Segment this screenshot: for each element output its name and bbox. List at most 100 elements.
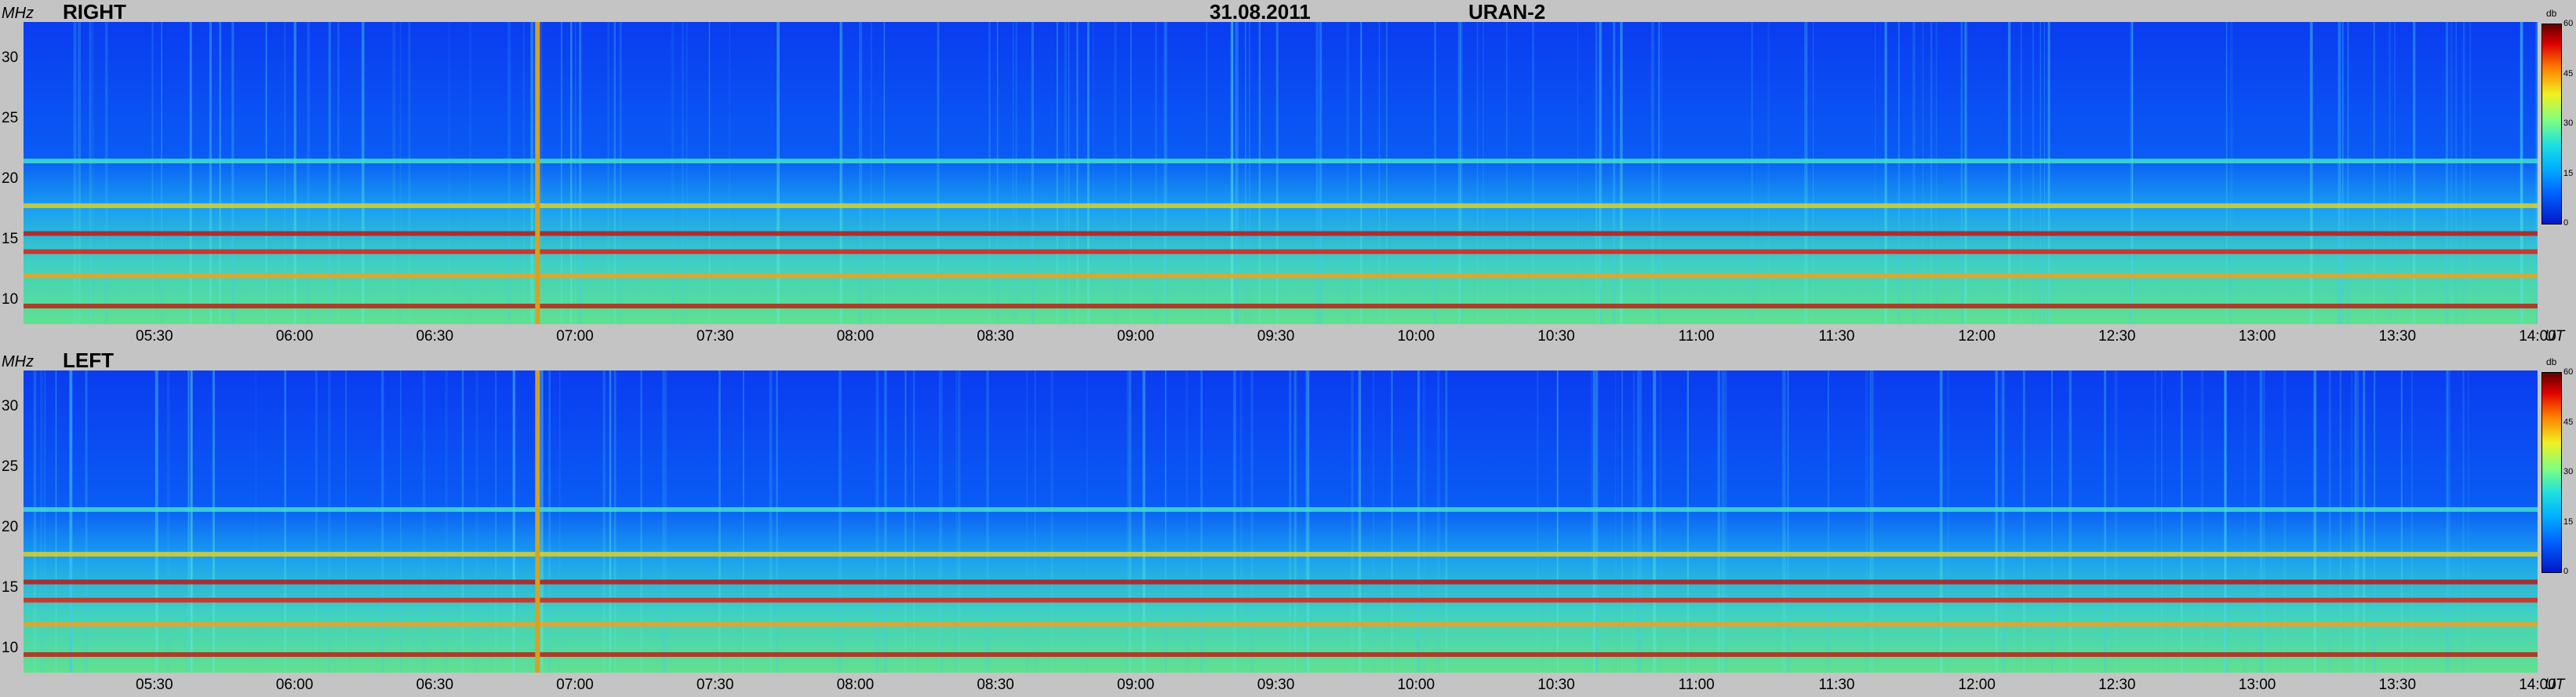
colorbar-tick-label: 30 — [2563, 467, 2574, 476]
x-tick-label: 09:00 — [1117, 328, 1155, 345]
spectrogram-streak — [1912, 22, 1916, 324]
x-tick-label: 10:00 — [1397, 328, 1435, 345]
spectrogram-svg — [24, 22, 2538, 324]
spectrogram-streak — [1378, 22, 1381, 324]
spectrogram-streak — [2520, 22, 2523, 324]
spectrogram-streak — [1964, 22, 1967, 324]
spectrogram-streak — [1806, 22, 1808, 324]
x-tick-label: 12:00 — [1958, 328, 1996, 345]
time-marker-line — [535, 370, 540, 673]
spectrogram-streak — [381, 370, 384, 673]
x-tick-label: 08:30 — [977, 677, 1014, 693]
x-tick-label: 09:30 — [1257, 328, 1295, 345]
spectrogram-streak — [1231, 22, 1234, 324]
spectrogram-streak — [619, 22, 622, 324]
spectrogram-streak — [530, 22, 534, 324]
spectrogram-streak — [1939, 370, 1943, 673]
spectrogram-streak — [1445, 370, 1448, 673]
spectrogram-streak — [1505, 22, 1508, 324]
y-tick-label: 25 — [2, 458, 19, 476]
x-tick-label: 11:00 — [1678, 677, 1715, 693]
spectrogram-streak — [1658, 22, 1660, 324]
interference-band — [24, 273, 2538, 279]
spectrogram-streak — [839, 22, 843, 324]
colorbar-tick-label: 15 — [2563, 516, 2574, 527]
spectrogram-streak — [2131, 22, 2134, 324]
x-tick-label: 05:30 — [136, 328, 173, 345]
spectrogram-streak — [1613, 22, 1616, 324]
x-tick-label: 09:30 — [1257, 677, 1295, 693]
spectrogram-streak — [1784, 370, 1786, 673]
spectrogram-streak — [1031, 22, 1034, 324]
spectrogram-streak — [955, 370, 958, 673]
spectrogram-streak — [2313, 370, 2317, 673]
colorbar — [2541, 372, 2562, 573]
x-tick-label: 08:30 — [977, 328, 1014, 345]
spectrogram-streak — [1015, 22, 1017, 324]
spectrogram-streak — [2263, 370, 2265, 673]
spectrogram-streak — [209, 22, 212, 324]
spectrogram-streak — [769, 370, 773, 673]
spectrogram-streak — [904, 370, 907, 673]
x-tick-label: 13:00 — [2238, 328, 2276, 345]
spectrogram-streak — [540, 22, 543, 324]
spectrogram-streak — [40, 370, 43, 673]
spectrogram-streak — [2200, 370, 2204, 673]
spectrogram-streak — [1661, 22, 1663, 324]
spectrogram-streak — [1249, 22, 1250, 324]
spectrogram-streak — [662, 370, 666, 673]
spectrogram-streak — [1165, 22, 1168, 324]
spectrogram-streak — [607, 22, 609, 324]
spectrogram-streak — [508, 22, 511, 324]
spectrogram-streak — [1871, 370, 1874, 673]
spectrogram-streak — [155, 370, 158, 673]
spectrogram-streak — [1235, 22, 1236, 324]
spectrogram-streak — [1128, 370, 1132, 673]
colorbar-tick-label: 30 — [2563, 119, 2574, 128]
spectrogram-streak — [2462, 370, 2465, 673]
spectrogram-streak — [2447, 370, 2450, 673]
spectrogram-streak — [2181, 370, 2183, 673]
spectrogram-streak — [1577, 22, 1579, 324]
spectrogram-streak — [708, 22, 711, 324]
spectrogram-streak — [2114, 370, 2118, 673]
spectrogram-streak — [231, 22, 235, 324]
spectrogram-streak — [1064, 22, 1067, 324]
x-unit-label: UT — [2545, 328, 2565, 345]
x-tick-label: 07:00 — [556, 328, 594, 345]
spectrogram-plot — [24, 22, 2538, 324]
spectrogram-streak — [70, 370, 73, 673]
spectrogram-streak — [2048, 22, 2050, 324]
x-tick-label: 08:00 — [836, 677, 875, 693]
spectrogram-streak — [2130, 22, 2134, 324]
spectrogram-streak — [1595, 370, 1598, 673]
spectrogram-streak — [1068, 22, 1070, 324]
spectrogram-streak — [91, 22, 94, 324]
spectrogram-streak — [73, 22, 77, 324]
spectrogram-streak — [495, 370, 497, 673]
spectrogram-streak — [513, 370, 516, 673]
instrument-label: URAN-2 — [1468, 0, 1546, 24]
spectrogram-streak — [885, 370, 888, 673]
spectrogram-streak — [2002, 370, 2005, 673]
spectrogram-streak — [1960, 22, 1963, 324]
spectrogram-streak — [2410, 370, 2413, 673]
spectrogram-streak — [1596, 370, 1599, 673]
spectrogram-streak — [284, 22, 286, 324]
spectrogram-streak — [2445, 22, 2449, 324]
spectrogram-streak — [2261, 370, 2263, 673]
spectrogram-streak — [2373, 22, 2375, 324]
spectrogram-svg — [24, 370, 2538, 673]
spectrogram-streak — [191, 370, 193, 673]
spectrogram-streak — [1026, 370, 1028, 673]
spectrogram-streak — [284, 370, 286, 673]
interference-band — [24, 651, 2538, 657]
spectrogram-streak — [1476, 22, 1479, 324]
spectrogram-streak — [1483, 22, 1484, 324]
spectrogram-streak — [859, 22, 862, 324]
x-tick-label: 12:30 — [2098, 677, 2136, 693]
spectrogram-streak — [2446, 370, 2448, 673]
spectrogram-streak — [189, 22, 192, 324]
spectrogram-streak — [1163, 22, 1166, 324]
spectrogram-streak — [883, 22, 886, 324]
